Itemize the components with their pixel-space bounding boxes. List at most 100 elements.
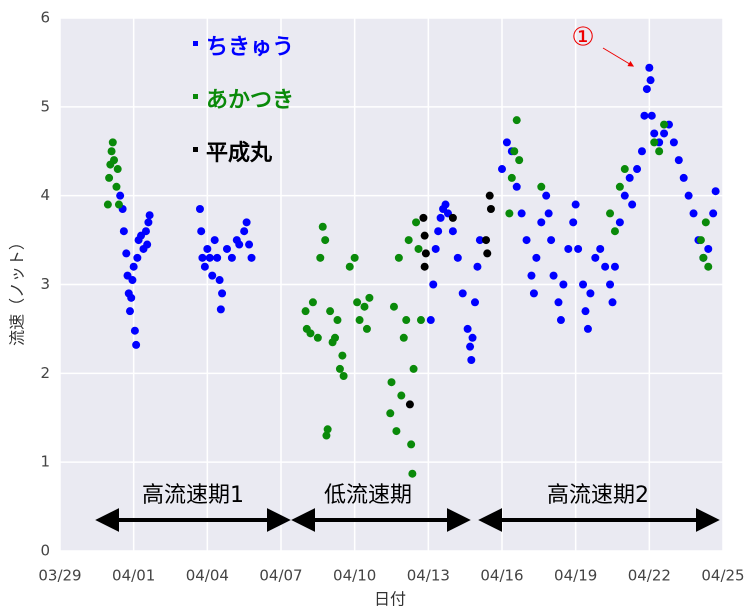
x-tick-label: 04/04 bbox=[186, 567, 229, 585]
point bbox=[483, 249, 492, 258]
point bbox=[143, 240, 152, 249]
point bbox=[195, 204, 204, 213]
point bbox=[610, 262, 619, 271]
point bbox=[549, 271, 558, 280]
point bbox=[318, 222, 327, 231]
legend-marker bbox=[193, 94, 198, 99]
point bbox=[586, 289, 595, 298]
point bbox=[197, 227, 206, 236]
period-label: 高流速期1 bbox=[142, 483, 244, 508]
y-tick-label: 1 bbox=[40, 453, 50, 471]
point bbox=[141, 227, 150, 236]
point bbox=[208, 271, 217, 280]
x-tick-label: 04/13 bbox=[407, 567, 450, 585]
point bbox=[547, 236, 556, 245]
point bbox=[473, 262, 482, 271]
point bbox=[669, 138, 678, 147]
point bbox=[387, 378, 396, 387]
point bbox=[247, 253, 256, 262]
point bbox=[313, 333, 322, 342]
point bbox=[689, 209, 698, 218]
x-tick-label: 04/25 bbox=[701, 567, 744, 585]
point bbox=[647, 111, 656, 120]
point bbox=[505, 209, 514, 218]
point bbox=[646, 76, 655, 85]
point bbox=[240, 227, 249, 236]
point bbox=[365, 293, 374, 302]
point bbox=[699, 253, 708, 262]
point bbox=[610, 227, 619, 236]
point bbox=[529, 289, 538, 298]
point bbox=[679, 173, 688, 182]
x-tick-label: 03/29 bbox=[38, 567, 81, 585]
point bbox=[339, 371, 348, 380]
point bbox=[242, 218, 251, 227]
point bbox=[453, 253, 462, 262]
point bbox=[345, 262, 354, 271]
point bbox=[122, 249, 131, 258]
point bbox=[608, 298, 617, 307]
point bbox=[674, 156, 683, 165]
point bbox=[245, 240, 254, 249]
point bbox=[559, 280, 568, 289]
point bbox=[216, 305, 225, 314]
point bbox=[125, 307, 134, 316]
point bbox=[198, 253, 207, 262]
point bbox=[350, 253, 359, 262]
point bbox=[399, 333, 408, 342]
point bbox=[537, 218, 546, 227]
point bbox=[429, 280, 438, 289]
point bbox=[145, 211, 154, 220]
point bbox=[486, 204, 495, 213]
point bbox=[463, 324, 472, 333]
point bbox=[704, 244, 713, 253]
point bbox=[579, 280, 588, 289]
point bbox=[119, 227, 128, 236]
point bbox=[448, 227, 457, 236]
point bbox=[210, 236, 219, 245]
point bbox=[642, 85, 651, 94]
point bbox=[606, 280, 615, 289]
point bbox=[434, 227, 443, 236]
point bbox=[227, 253, 236, 262]
y-axis-label: 流速（ノット） bbox=[8, 234, 27, 346]
point bbox=[660, 129, 669, 138]
point bbox=[322, 431, 331, 440]
point bbox=[466, 342, 475, 351]
point bbox=[409, 364, 418, 373]
point bbox=[554, 298, 563, 307]
point bbox=[482, 236, 491, 245]
y-tick-label: 6 bbox=[40, 9, 50, 27]
point bbox=[394, 253, 403, 262]
point bbox=[404, 236, 413, 245]
point bbox=[110, 156, 119, 165]
point bbox=[360, 302, 369, 311]
point bbox=[132, 340, 141, 349]
point bbox=[335, 364, 344, 373]
point bbox=[419, 213, 428, 222]
point bbox=[321, 236, 330, 245]
point bbox=[397, 391, 406, 400]
point bbox=[650, 129, 659, 138]
point bbox=[601, 262, 610, 271]
period-label: 低流速期 bbox=[324, 483, 412, 508]
point bbox=[704, 262, 713, 271]
y-tick-label: 3 bbox=[40, 275, 50, 293]
point bbox=[420, 231, 429, 240]
point bbox=[527, 271, 536, 280]
point bbox=[235, 240, 244, 249]
point bbox=[615, 182, 624, 191]
point bbox=[213, 253, 222, 262]
point bbox=[510, 147, 519, 156]
point bbox=[448, 213, 457, 222]
point bbox=[498, 165, 506, 174]
point bbox=[408, 469, 417, 478]
legend-label: あかつき bbox=[206, 88, 294, 113]
point bbox=[416, 316, 425, 325]
point bbox=[107, 147, 116, 156]
annotation-arrow bbox=[602, 47, 635, 67]
point bbox=[485, 191, 494, 200]
point bbox=[564, 244, 573, 253]
legend-label: ちきゅう bbox=[206, 35, 294, 60]
point bbox=[128, 276, 137, 285]
